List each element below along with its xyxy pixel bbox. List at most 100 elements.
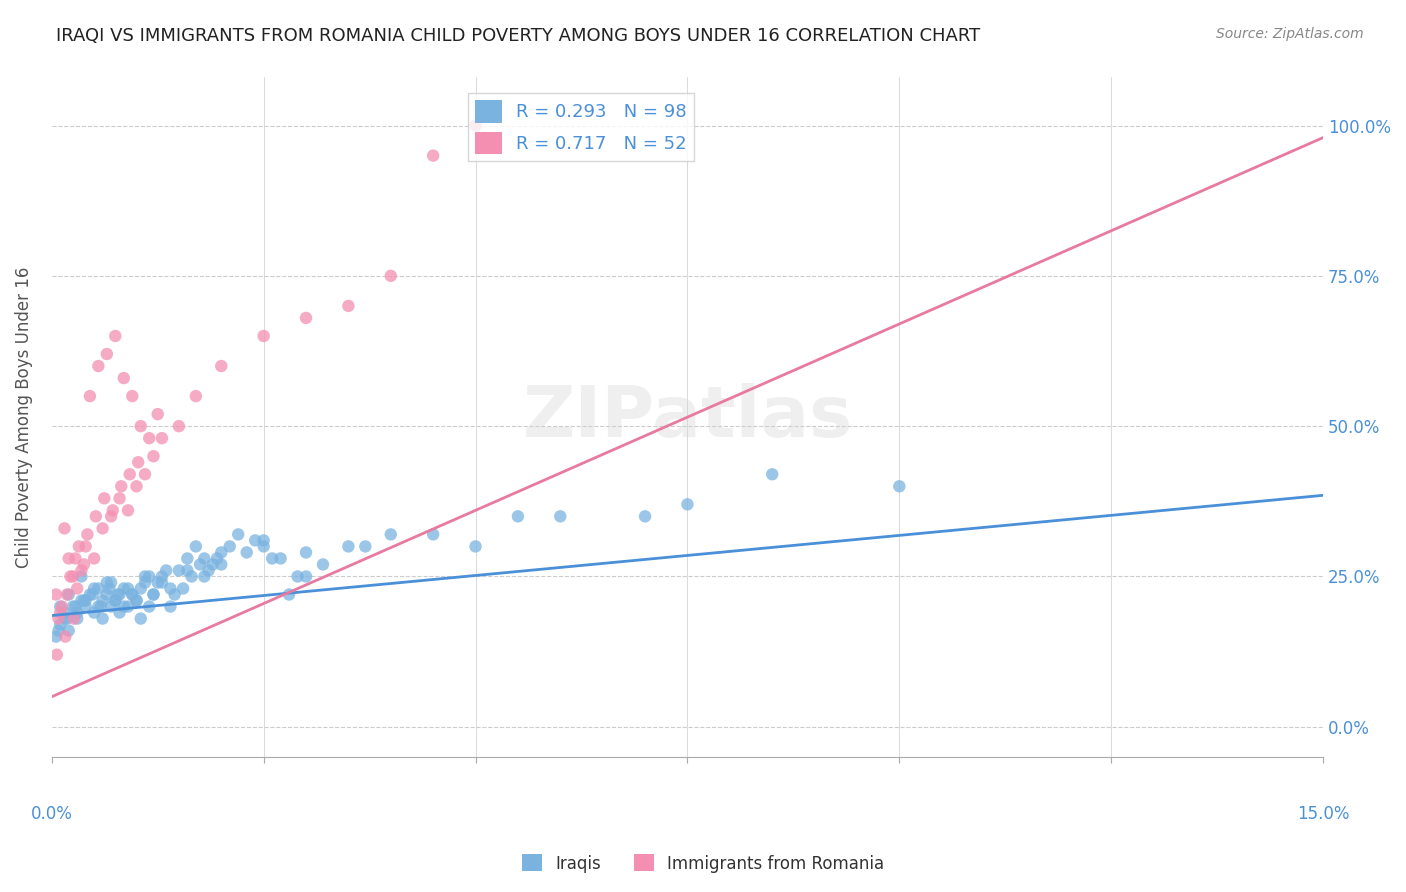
Point: [62, 611, 84, 625]
Point: [138, 599, 160, 614]
Legend: R = 0.293   N = 98, R = 0.717   N = 52: R = 0.293 N = 98, R = 0.717 N = 52: [468, 94, 695, 161]
Point: [118, 467, 141, 482]
Point: [354, 540, 377, 554]
Point: [634, 509, 657, 524]
Point: [121, 587, 143, 601]
Point: [146, 575, 169, 590]
Point: [506, 509, 529, 524]
Point: [312, 558, 335, 572]
Point: [197, 564, 219, 578]
Point: [108, 606, 131, 620]
Point: [66, 611, 89, 625]
Text: IRAQI VS IMMIGRANTS FROM ROMANIA CHILD POVERTY AMONG BOYS UNDER 16 CORRELATION C: IRAQI VS IMMIGRANTS FROM ROMANIA CHILD P…: [56, 27, 980, 45]
Point: [93, 491, 115, 506]
Point: [73, 558, 96, 572]
Point: [150, 575, 173, 590]
Point: [45, 630, 67, 644]
Point: [337, 299, 360, 313]
Point: [138, 431, 160, 445]
Point: [79, 389, 101, 403]
Point: [422, 148, 444, 162]
Point: [142, 449, 165, 463]
Point: [96, 587, 118, 601]
Point: [104, 593, 127, 607]
Point: [66, 582, 89, 596]
Point: [62, 569, 84, 583]
Point: [53, 611, 76, 625]
Point: [163, 587, 186, 601]
Point: [188, 558, 211, 572]
Point: [142, 587, 165, 601]
Point: [270, 551, 292, 566]
Point: [96, 347, 118, 361]
Text: ZIPatlas: ZIPatlas: [523, 383, 852, 451]
Text: 15.0%: 15.0%: [1296, 805, 1350, 823]
Point: [134, 569, 156, 583]
Point: [337, 540, 360, 554]
Y-axis label: Child Poverty Among Boys Under 16: Child Poverty Among Boys Under 16: [15, 267, 32, 568]
Point: [49, 617, 72, 632]
Point: [49, 606, 72, 620]
Point: [49, 599, 72, 614]
Point: [176, 564, 198, 578]
Point: [464, 119, 486, 133]
Point: [56, 587, 79, 601]
Point: [159, 582, 181, 596]
Point: [142, 587, 165, 601]
Point: [235, 545, 257, 559]
Point: [48, 624, 70, 638]
Point: [193, 569, 215, 583]
Point: [159, 599, 181, 614]
Point: [253, 540, 276, 554]
Point: [83, 582, 105, 596]
Point: [176, 551, 198, 566]
Point: [287, 569, 309, 583]
Point: [91, 521, 114, 535]
Point: [53, 606, 76, 620]
Point: [253, 533, 276, 548]
Point: [51, 599, 73, 614]
Point: [464, 540, 486, 554]
Point: [180, 569, 202, 583]
Point: [129, 419, 152, 434]
Point: [295, 545, 318, 559]
Point: [150, 569, 173, 583]
Point: [121, 587, 143, 601]
Point: [146, 407, 169, 421]
Point: [127, 455, 149, 469]
Legend: Iraqis, Immigrants from Romania: Iraqis, Immigrants from Romania: [515, 847, 891, 880]
Point: [184, 389, 207, 403]
Point: [110, 479, 132, 493]
Point: [58, 587, 80, 601]
Point: [91, 611, 114, 625]
Point: [134, 467, 156, 482]
Point: [226, 527, 249, 541]
Text: 0.0%: 0.0%: [31, 805, 73, 823]
Point: [150, 431, 173, 445]
Point: [87, 582, 110, 596]
Point: [45, 648, 67, 662]
Point: [761, 467, 783, 482]
Point: [96, 575, 118, 590]
Point: [66, 606, 89, 620]
Point: [550, 509, 572, 524]
Point: [59, 569, 82, 583]
Point: [184, 540, 207, 554]
Point: [104, 329, 127, 343]
Point: [112, 599, 135, 614]
Point: [48, 611, 70, 625]
Point: [70, 569, 93, 583]
Point: [58, 624, 80, 638]
Point: [218, 540, 240, 554]
Point: [83, 606, 105, 620]
Point: [70, 593, 93, 607]
Point: [108, 587, 131, 601]
Point: [62, 599, 84, 614]
Point: [125, 593, 148, 607]
Point: [56, 611, 79, 625]
Point: [201, 558, 224, 572]
Point: [82, 587, 104, 601]
Point: [295, 310, 318, 325]
Point: [90, 599, 112, 614]
Point: [889, 479, 911, 493]
